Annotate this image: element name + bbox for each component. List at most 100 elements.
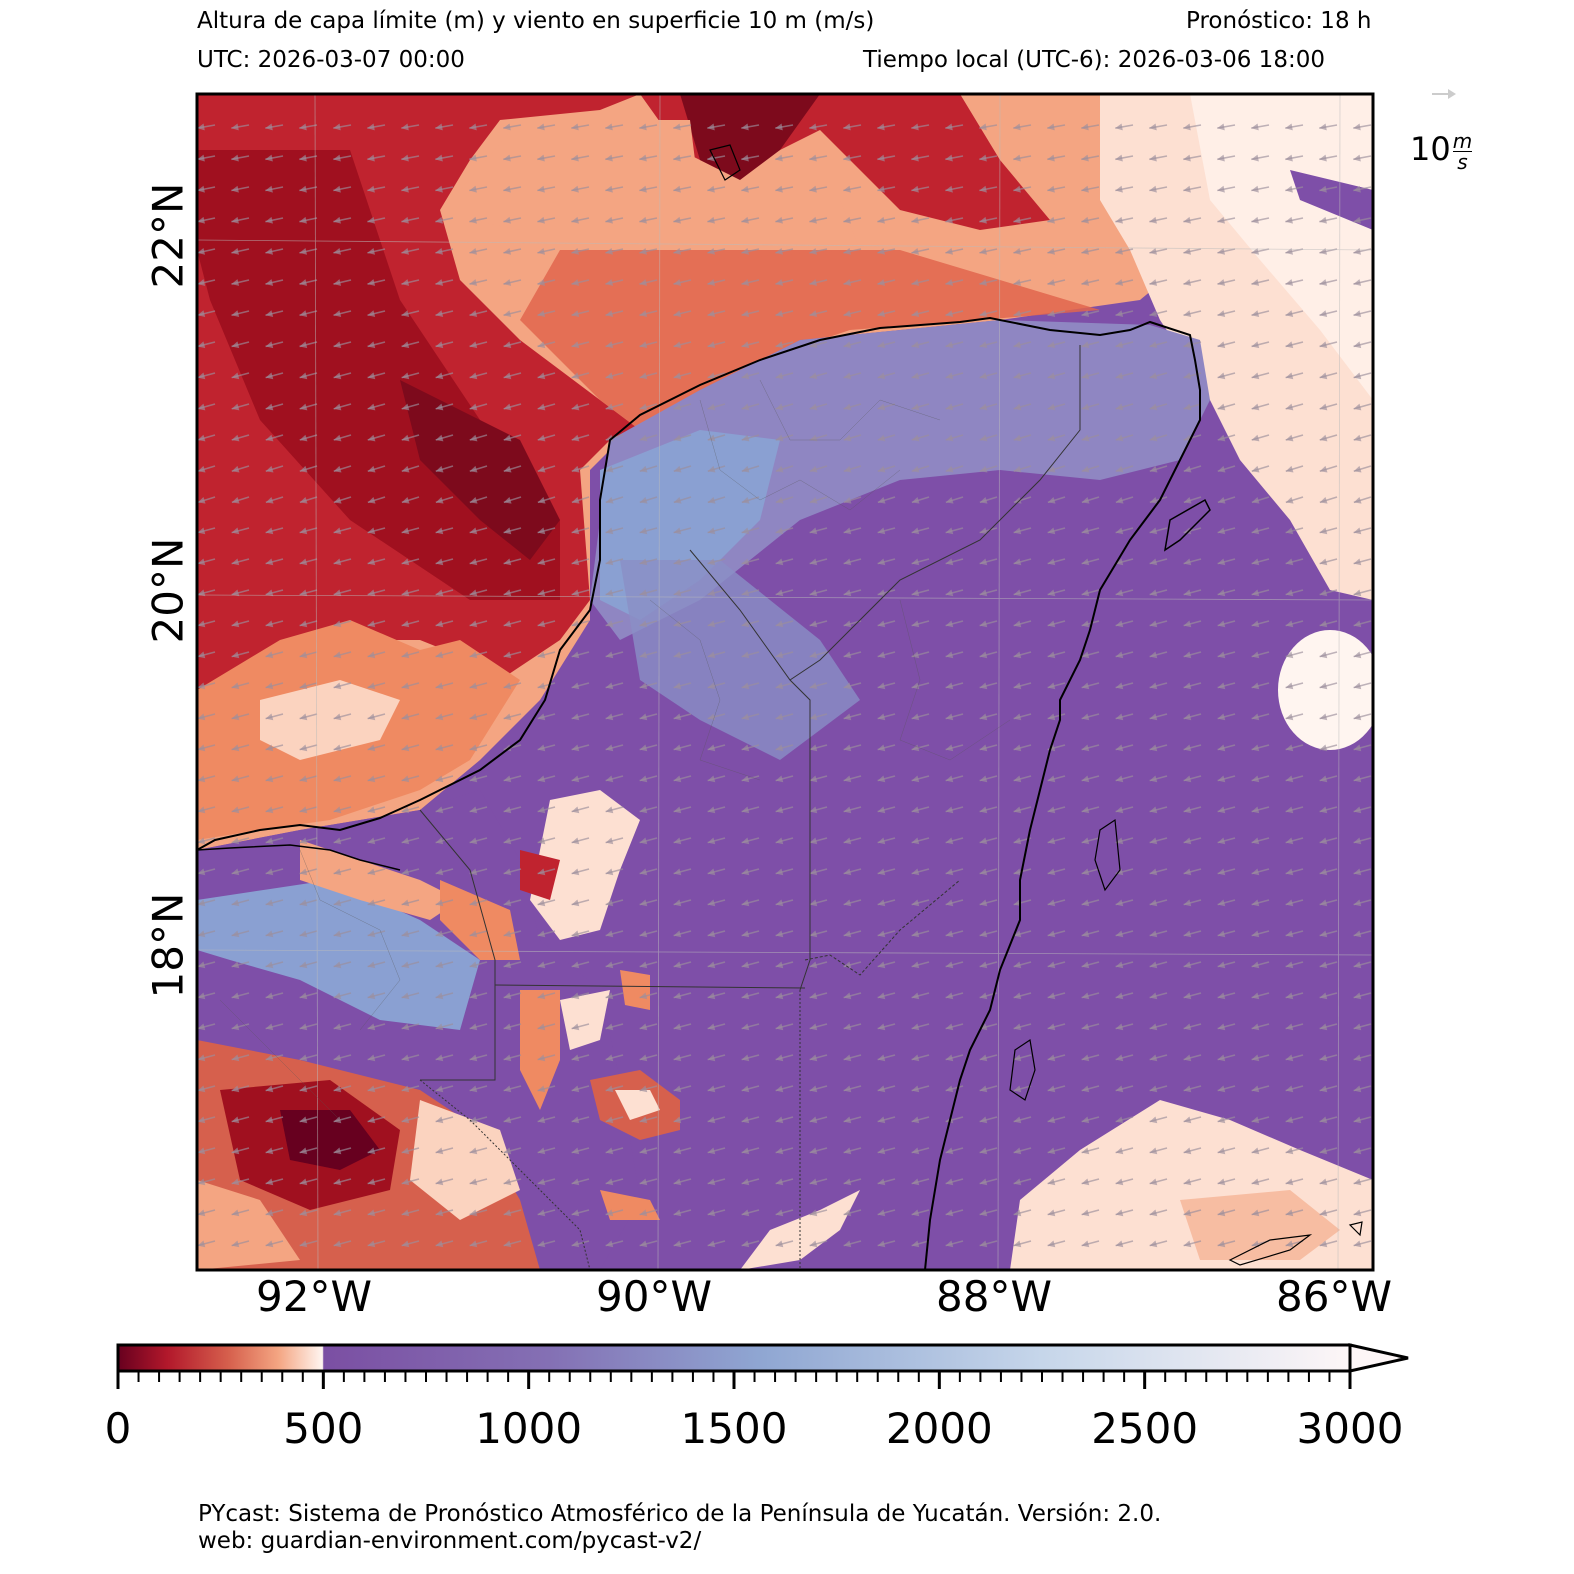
wind-arrow-head bbox=[1081, 1085, 1090, 1093]
wind-arrow-head bbox=[843, 154, 851, 162]
wind-arrow-head bbox=[741, 372, 750, 380]
wind-arrow-head bbox=[469, 899, 478, 907]
wind-arrow-head bbox=[197, 1147, 206, 1155]
wind-arrow-head bbox=[1047, 651, 1056, 659]
wind-arrow-head bbox=[435, 372, 444, 380]
wind-arrow-head bbox=[503, 744, 512, 752]
wind-arrow-head bbox=[1013, 868, 1022, 876]
wind-arrow-head bbox=[809, 434, 818, 442]
wind-arrow-head bbox=[1353, 651, 1362, 659]
wind-arrow-head bbox=[1013, 837, 1022, 845]
wind-arrow-head bbox=[843, 744, 852, 752]
wind-arrow-head bbox=[571, 403, 580, 411]
wind-arrow-head bbox=[1319, 341, 1328, 349]
wind-arrow-head bbox=[605, 806, 614, 814]
wind-arrow-head bbox=[843, 682, 852, 690]
wind-arrow-head bbox=[741, 434, 750, 442]
wind-arrow-head bbox=[1353, 1054, 1362, 1062]
wind-arrow-head bbox=[265, 589, 274, 597]
wind-arrow-head bbox=[333, 279, 342, 286]
wind-arrow-head bbox=[1285, 154, 1293, 162]
wind-arrow-head bbox=[1013, 744, 1022, 752]
wind-arrow-head bbox=[401, 247, 410, 255]
wind-arrow-head bbox=[673, 1054, 682, 1062]
wind-arrow-head bbox=[877, 341, 886, 349]
wind-arrow-head bbox=[1183, 1054, 1192, 1062]
wind-arrow-head bbox=[1251, 1178, 1260, 1186]
lon-label-86: 86°W bbox=[1276, 1272, 1392, 1321]
wind-arrow-head bbox=[1353, 713, 1362, 721]
wind-arrow-head bbox=[333, 620, 342, 628]
wind-arrow-head bbox=[231, 1240, 240, 1248]
wind-arrow-head bbox=[1353, 1240, 1362, 1248]
wind-arrow-head bbox=[979, 1178, 988, 1186]
wind-arrow-head bbox=[843, 806, 852, 814]
wind-arrow-head bbox=[1285, 1178, 1294, 1186]
wind-arrow-head bbox=[1081, 1147, 1090, 1155]
wind-arrow-head bbox=[775, 744, 784, 752]
wind-arrow-head bbox=[1183, 775, 1192, 783]
wind-arrow-head bbox=[231, 1147, 240, 1155]
wind-arrow-head bbox=[197, 992, 206, 1000]
wind-arrow-head bbox=[333, 434, 342, 442]
wind-arrow-head bbox=[1149, 992, 1158, 1000]
wind-arrow-head bbox=[537, 247, 546, 255]
wind-arrow-head bbox=[401, 992, 410, 1000]
wind-arrow-head bbox=[1183, 620, 1192, 628]
wind-arrow-head bbox=[435, 496, 444, 504]
wind-arrow-head bbox=[299, 961, 308, 969]
wind-arrow-head bbox=[435, 185, 443, 193]
wind-arrow-head bbox=[265, 651, 274, 659]
wind-arrow-head bbox=[877, 837, 886, 845]
wind-arrow-head bbox=[673, 589, 682, 597]
wind-arrow-head bbox=[1319, 216, 1327, 224]
wind-arrow-head bbox=[707, 1116, 716, 1124]
wind-arrow-head bbox=[911, 154, 919, 162]
wind-arrow-head bbox=[673, 744, 682, 752]
wind-arrow-head bbox=[843, 434, 852, 442]
wind-arrow-head bbox=[843, 1240, 852, 1248]
wind-arrow-head bbox=[911, 1054, 920, 1062]
wind-arrow-head bbox=[809, 154, 817, 162]
wind-arrow-head bbox=[469, 806, 478, 814]
wind-arrow-head bbox=[537, 1023, 546, 1031]
wind-arrow-head bbox=[1149, 434, 1158, 442]
wind-arrow-head bbox=[979, 527, 988, 535]
wind-arrow-head bbox=[503, 465, 512, 473]
wind-arrow-head bbox=[367, 1209, 376, 1217]
wind-arrow-head bbox=[1081, 775, 1090, 783]
wind-arrow-head bbox=[537, 1209, 546, 1217]
wind-arrow-head bbox=[673, 310, 682, 318]
wind-arrow-head bbox=[1183, 806, 1192, 814]
wind-arrow-head bbox=[265, 465, 274, 473]
wind-arrow-head bbox=[469, 589, 478, 597]
wind-arrow-head bbox=[1285, 558, 1294, 566]
wind-arrow-head bbox=[1353, 992, 1362, 1000]
wind-arrow-head bbox=[333, 154, 341, 162]
wind-arrow-head bbox=[809, 868, 818, 876]
wind-arrow-head bbox=[741, 868, 750, 876]
wind-arrow-head bbox=[1149, 930, 1158, 938]
wind-arrow-head bbox=[1115, 744, 1124, 752]
wind-arrow-head bbox=[639, 247, 648, 255]
wind-arrow-head bbox=[979, 899, 988, 907]
wind-arrow-head bbox=[265, 247, 274, 255]
wind-arrow-head bbox=[741, 775, 750, 783]
wind-arrow-head bbox=[1251, 1209, 1260, 1217]
wind-arrow-head bbox=[265, 899, 274, 907]
wind-arrow-head bbox=[231, 620, 240, 628]
wind-arrow-head bbox=[1353, 403, 1362, 411]
wind-arrow-head bbox=[401, 372, 410, 380]
wind-arrow-head bbox=[435, 775, 444, 783]
wind-arrow-head bbox=[367, 868, 376, 876]
wind-arrow-head bbox=[435, 868, 444, 876]
wind-arrow-head bbox=[537, 465, 546, 473]
wind-arrow-head bbox=[639, 310, 648, 318]
wind-arrow-head bbox=[1149, 744, 1158, 752]
wind-arrow-head bbox=[1047, 837, 1056, 845]
wind-arrow-head bbox=[367, 744, 376, 752]
wind-arrow-head bbox=[435, 713, 444, 721]
wind-arrow-head bbox=[333, 899, 342, 907]
wind-arrow-head bbox=[639, 465, 648, 473]
wind-arrow-head bbox=[639, 992, 648, 1000]
